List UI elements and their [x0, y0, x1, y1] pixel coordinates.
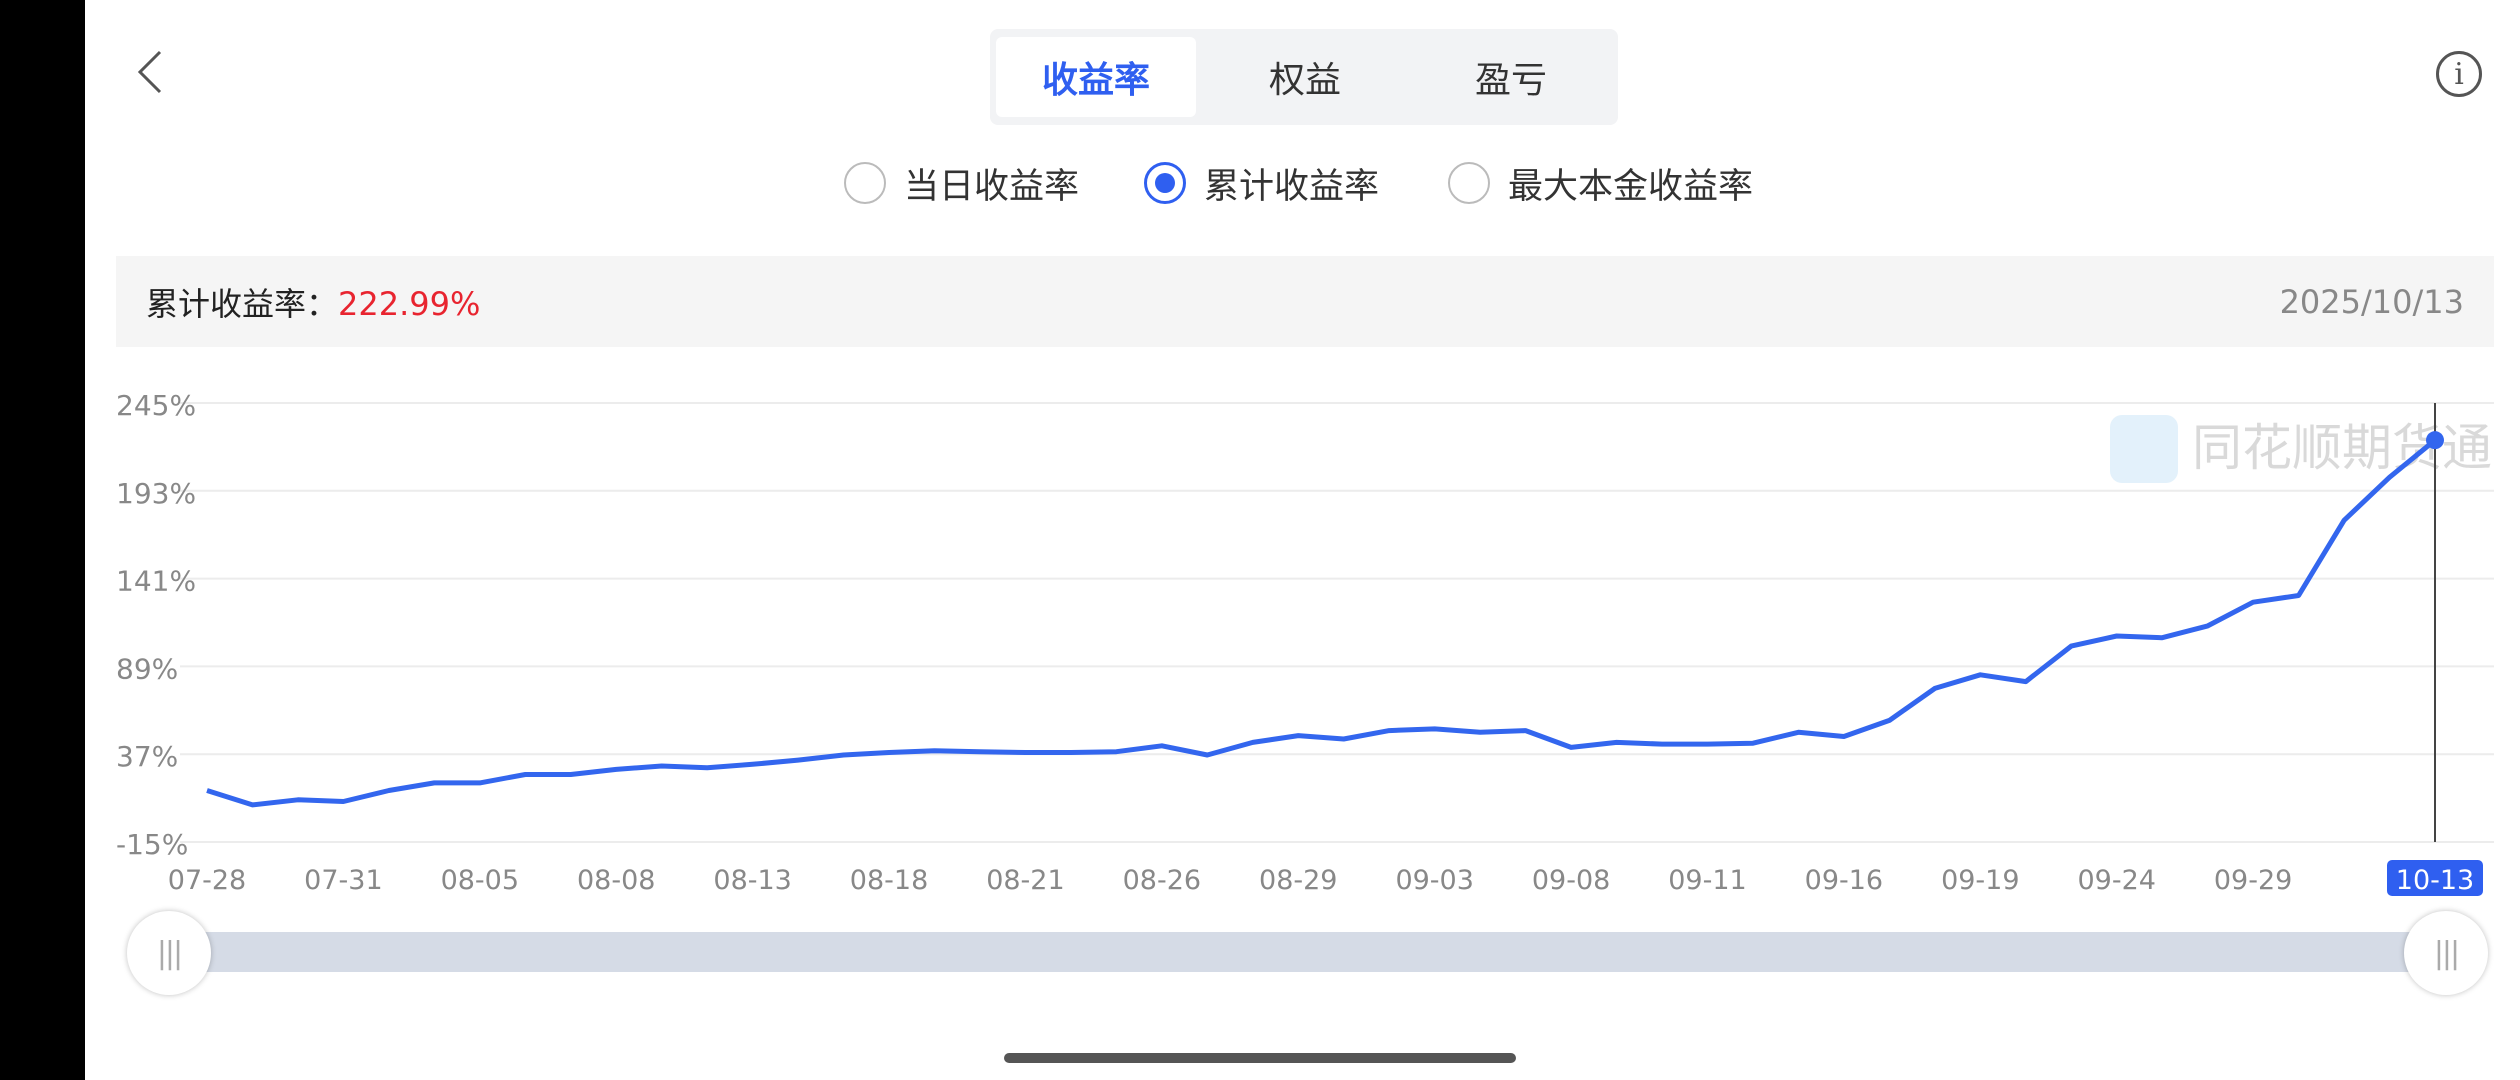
- x-tick-label: 07-28: [168, 865, 246, 896]
- y-tick-label: 141%: [116, 565, 196, 598]
- y-tick-label: -15%: [116, 828, 188, 861]
- x-tick-label: 09-19: [1941, 865, 2019, 896]
- x-tick-label: 08-18: [850, 865, 928, 896]
- back-icon[interactable]: [128, 48, 176, 96]
- x-tick-label: 08-08: [577, 865, 655, 896]
- x-tick-label: 09-03: [1395, 865, 1473, 896]
- x-tick-label: 09-24: [2077, 865, 2155, 896]
- radio-daily-return[interactable]: 当日收益率: [844, 160, 1080, 207]
- radio-cumulative-return[interactable]: 累计收益率: [1144, 160, 1380, 207]
- radio-max-principal-return[interactable]: 最大本金收益率: [1448, 160, 1754, 207]
- summary-date: 2025/10/13: [2279, 282, 2464, 321]
- range-slider-right-handle[interactable]: |||: [2404, 911, 2488, 995]
- y-tick-label: 89%: [116, 652, 178, 685]
- x-tick-label: 09-16: [1805, 865, 1883, 896]
- x-tick-label: 09-11: [1668, 865, 1746, 896]
- summary-bar: 累计收益率：222.99% 2025/10/13: [116, 256, 2494, 347]
- range-slider-left-handle[interactable]: |||: [127, 911, 211, 995]
- x-tick-label: 08-26: [1123, 865, 1201, 896]
- x-tick-label: 08-05: [441, 865, 519, 896]
- tab-bar: 收益率 权益 盈亏: [990, 29, 1618, 125]
- watermark: 同花顺期货通: [2110, 415, 2492, 483]
- info-icon[interactable]: i: [2436, 51, 2482, 97]
- x-tick-label: 07-31: [304, 865, 382, 896]
- tab-return-rate[interactable]: 收益率: [996, 37, 1196, 117]
- range-slider-track[interactable]: [169, 932, 2446, 972]
- x-tick-label: 08-29: [1259, 865, 1337, 896]
- radio-label: 当日收益率: [904, 166, 1080, 207]
- x-tick-label: 10-13: [2396, 865, 2474, 896]
- summary-value: 222.99%: [338, 284, 481, 323]
- summary-label: 累计收益率：: [146, 284, 339, 323]
- watermark-logo-icon: [2110, 415, 2178, 483]
- tab-profit-loss[interactable]: 盈亏: [1474, 60, 1547, 101]
- x-tick-label: 09-29: [2214, 865, 2292, 896]
- x-tick-label: 08-21: [986, 865, 1064, 896]
- radio-label: 累计收益率: [1204, 166, 1380, 207]
- x-tick-label: 08-13: [713, 865, 791, 896]
- watermark-text: 同花顺期货通: [2192, 419, 2492, 477]
- radio-circle-checked: [1144, 162, 1186, 204]
- selected-point[interactable]: [2426, 431, 2444, 450]
- selected-x-badge: [2387, 860, 2483, 896]
- y-tick-label: 245%: [116, 389, 196, 422]
- y-tick-label: 37%: [116, 740, 178, 773]
- x-tick-label: 09-08: [1532, 865, 1610, 896]
- radio-circle: [844, 162, 886, 204]
- home-indicator[interactable]: [1004, 1053, 1516, 1063]
- left-edge: [0, 0, 85, 1080]
- radio-label: 最大本金收益率: [1508, 166, 1754, 207]
- radio-circle: [1448, 162, 1490, 204]
- y-tick-label: 193%: [116, 477, 196, 510]
- tab-equity[interactable]: 权益: [1268, 60, 1341, 101]
- series-line: [206, 438, 2437, 808]
